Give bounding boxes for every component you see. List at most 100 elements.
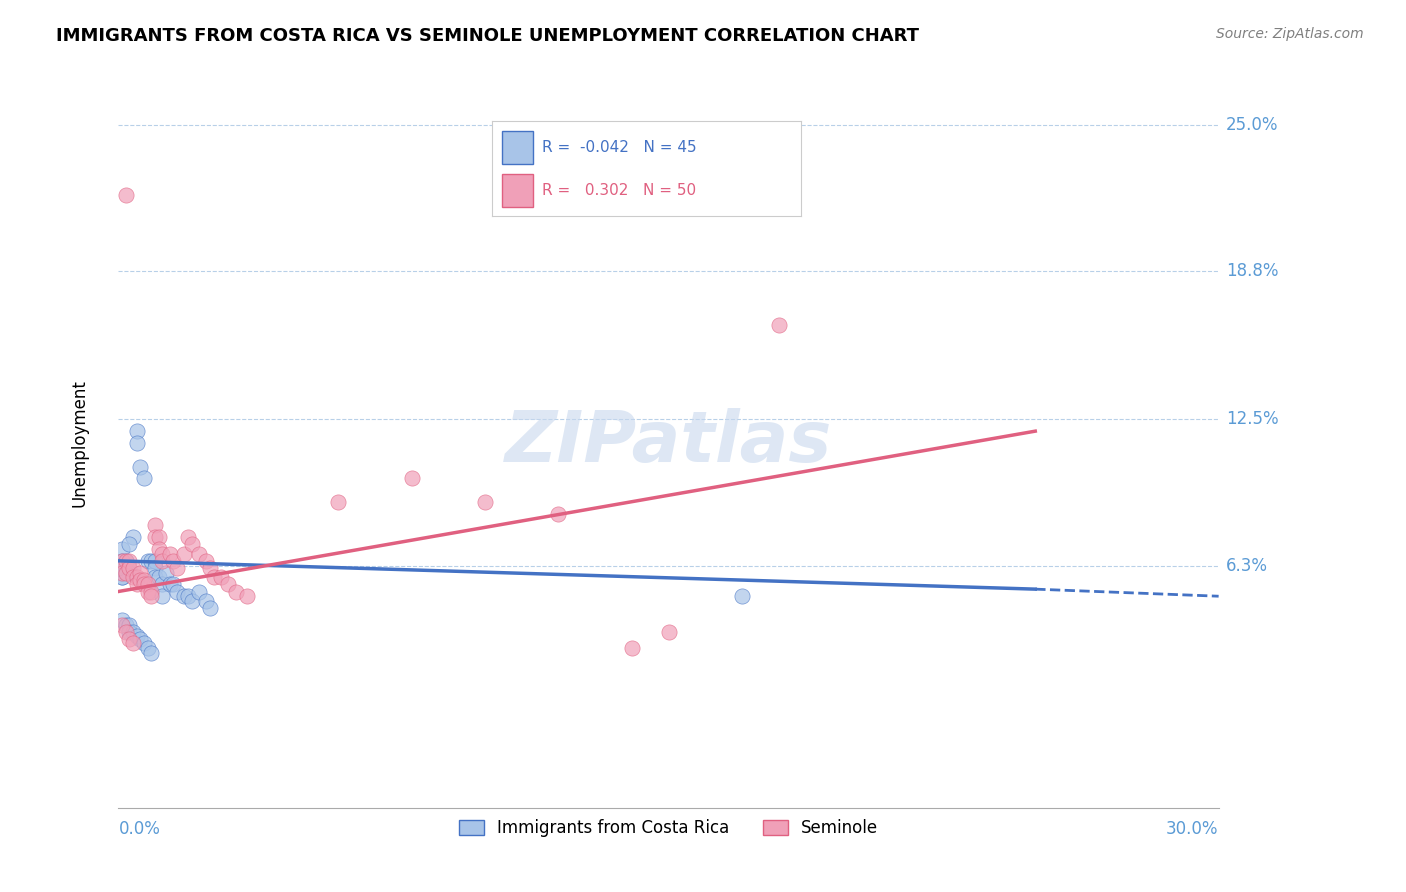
Point bbox=[162, 577, 184, 591]
Point bbox=[150, 554, 173, 568]
Point bbox=[141, 589, 163, 603]
Point bbox=[328, 495, 350, 509]
Point bbox=[180, 537, 202, 551]
Point bbox=[150, 589, 173, 603]
Point bbox=[122, 624, 145, 639]
Point bbox=[118, 566, 141, 580]
Point bbox=[768, 318, 790, 332]
Point bbox=[143, 530, 166, 544]
Point bbox=[111, 566, 134, 580]
Text: 12.5%: 12.5% bbox=[1226, 410, 1278, 428]
Point bbox=[125, 424, 148, 438]
Point bbox=[198, 601, 221, 615]
Point bbox=[225, 584, 247, 599]
Point bbox=[209, 570, 232, 584]
Point bbox=[132, 573, 155, 587]
Point bbox=[202, 570, 225, 584]
Point bbox=[125, 570, 148, 584]
Point bbox=[136, 641, 159, 656]
Point bbox=[111, 542, 134, 557]
Point bbox=[111, 566, 134, 580]
Point bbox=[148, 530, 170, 544]
Point bbox=[111, 617, 134, 632]
Point bbox=[198, 561, 221, 575]
Text: ZIPatlas: ZIPatlas bbox=[505, 409, 832, 477]
Text: Unemployment: Unemployment bbox=[70, 379, 89, 507]
Point bbox=[141, 584, 163, 599]
Point bbox=[129, 632, 152, 646]
Point bbox=[122, 530, 145, 544]
Point bbox=[150, 577, 173, 591]
Point bbox=[177, 589, 200, 603]
Point bbox=[195, 594, 218, 608]
Point bbox=[195, 554, 218, 568]
Point bbox=[173, 589, 195, 603]
Point bbox=[620, 641, 643, 656]
Point bbox=[162, 554, 184, 568]
Point bbox=[111, 570, 134, 584]
Point bbox=[114, 566, 136, 580]
Point bbox=[166, 561, 188, 575]
Point bbox=[136, 577, 159, 591]
Point bbox=[217, 577, 239, 591]
Legend: Immigrants from Costa Rica, Seminole: Immigrants from Costa Rica, Seminole bbox=[453, 813, 884, 844]
Point bbox=[150, 547, 173, 561]
Point bbox=[129, 573, 152, 587]
Point bbox=[107, 561, 129, 575]
Text: Source: ZipAtlas.com: Source: ZipAtlas.com bbox=[1216, 27, 1364, 41]
Point bbox=[129, 566, 152, 580]
Text: 25.0%: 25.0% bbox=[1226, 116, 1278, 134]
Point bbox=[148, 570, 170, 584]
Point bbox=[114, 554, 136, 568]
Point bbox=[132, 636, 155, 650]
Point bbox=[136, 554, 159, 568]
Point bbox=[143, 561, 166, 575]
Text: 30.0%: 30.0% bbox=[1166, 821, 1219, 838]
Point bbox=[141, 554, 163, 568]
Point bbox=[235, 589, 257, 603]
Point bbox=[143, 554, 166, 568]
Point bbox=[107, 558, 129, 573]
Point bbox=[143, 570, 166, 584]
Point bbox=[657, 624, 679, 639]
Text: IMMIGRANTS FROM COSTA RICA VS SEMINOLE UNEMPLOYMENT CORRELATION CHART: IMMIGRANTS FROM COSTA RICA VS SEMINOLE U… bbox=[56, 27, 920, 45]
Point bbox=[118, 537, 141, 551]
Point bbox=[114, 554, 136, 568]
Point bbox=[188, 584, 211, 599]
Point bbox=[547, 507, 569, 521]
Point bbox=[111, 554, 134, 568]
Point bbox=[136, 584, 159, 599]
Point bbox=[401, 471, 423, 485]
Point bbox=[731, 589, 754, 603]
Point bbox=[111, 570, 134, 584]
Point bbox=[129, 459, 152, 474]
Point bbox=[141, 646, 163, 660]
Point bbox=[159, 547, 181, 561]
Point bbox=[125, 629, 148, 643]
Point bbox=[132, 471, 155, 485]
Point bbox=[177, 530, 200, 544]
Point bbox=[122, 561, 145, 575]
Point bbox=[118, 617, 141, 632]
Point bbox=[122, 570, 145, 584]
Point bbox=[155, 566, 177, 580]
Point bbox=[125, 577, 148, 591]
Point bbox=[111, 613, 134, 627]
Point bbox=[143, 518, 166, 533]
Point bbox=[132, 577, 155, 591]
Point bbox=[188, 547, 211, 561]
Point bbox=[114, 624, 136, 639]
Point bbox=[166, 584, 188, 599]
Point bbox=[159, 577, 181, 591]
Point bbox=[118, 632, 141, 646]
Point bbox=[114, 617, 136, 632]
Point bbox=[118, 554, 141, 568]
Point bbox=[118, 561, 141, 575]
Point bbox=[114, 566, 136, 580]
Point bbox=[180, 594, 202, 608]
Point bbox=[125, 436, 148, 450]
Point bbox=[118, 624, 141, 639]
Point bbox=[148, 542, 170, 557]
Text: 0.0%: 0.0% bbox=[118, 821, 160, 838]
Point bbox=[111, 554, 134, 568]
